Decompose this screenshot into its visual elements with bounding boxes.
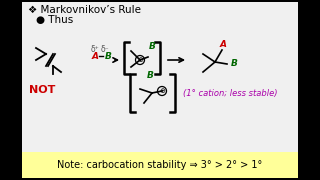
Text: B: B xyxy=(147,71,153,80)
Text: ● Thus: ● Thus xyxy=(36,15,73,25)
Text: B: B xyxy=(231,58,237,68)
Text: δ⁺: δ⁺ xyxy=(91,44,100,53)
Text: (1° cation; less stable): (1° cation; less stable) xyxy=(183,89,277,98)
FancyBboxPatch shape xyxy=(22,2,298,178)
Text: ⊕: ⊕ xyxy=(159,88,165,94)
Text: Note: carbocation stability ⇒ 3° > 2° > 1°: Note: carbocation stability ⇒ 3° > 2° > … xyxy=(57,160,263,170)
Text: B: B xyxy=(148,42,156,51)
Text: ❖ Markovnikov’s Rule: ❖ Markovnikov’s Rule xyxy=(28,5,141,15)
Text: B: B xyxy=(105,51,111,60)
Text: δ⁻: δ⁻ xyxy=(101,44,109,53)
Text: ⊕: ⊕ xyxy=(137,57,143,63)
Text: A: A xyxy=(220,39,227,48)
FancyBboxPatch shape xyxy=(22,152,298,178)
Text: A: A xyxy=(92,51,99,60)
Text: NOT: NOT xyxy=(29,85,55,95)
